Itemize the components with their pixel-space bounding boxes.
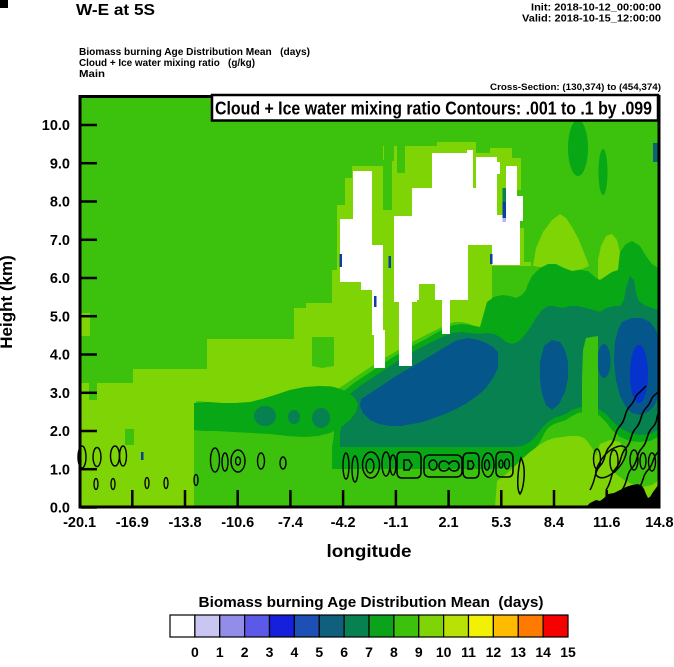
svg-text:1: 1 xyxy=(216,644,224,660)
svg-text:Cloud + Ice water mixing ratio: Cloud + Ice water mixing ratio Contours:… xyxy=(215,99,652,119)
svg-text:Init: 2018-10-12_00:00:00: Init: 2018-10-12_00:00:00 xyxy=(531,2,661,14)
svg-text:2: 2 xyxy=(241,644,249,660)
svg-text:5.0: 5.0 xyxy=(50,309,70,325)
svg-text:Biomass burning Age Distributi: Biomass burning Age Distribution Mean (d… xyxy=(199,595,544,611)
svg-text:-4.2: -4.2 xyxy=(331,515,356,531)
svg-text:-1.1: -1.1 xyxy=(383,515,408,531)
svg-text:W-E at 5S: W-E at 5S xyxy=(76,2,155,19)
svg-text:2.1: 2.1 xyxy=(438,515,458,531)
svg-text:6.0: 6.0 xyxy=(50,271,70,287)
svg-text:3: 3 xyxy=(266,644,274,660)
svg-text:10.0: 10.0 xyxy=(42,118,70,134)
svg-text:-10.6: -10.6 xyxy=(221,515,254,531)
svg-text:Cross-Section: (130,374) to (4: Cross-Section: (130,374) to (454,374) xyxy=(490,82,661,93)
svg-text:8.0: 8.0 xyxy=(50,195,70,211)
svg-text:14: 14 xyxy=(535,644,551,660)
svg-text:0: 0 xyxy=(191,644,199,660)
svg-text:Cloud + Ice water mixing ratio: Cloud + Ice water mixing ratio (g/kg) xyxy=(79,58,255,69)
svg-text:6: 6 xyxy=(340,644,348,660)
svg-text:7.0: 7.0 xyxy=(50,233,70,249)
svg-text:-7.4: -7.4 xyxy=(278,515,303,531)
svg-text:Valid: 2018-10-15_12:00:00: Valid: 2018-10-15_12:00:00 xyxy=(522,13,661,25)
svg-text:5: 5 xyxy=(315,644,323,660)
svg-text:9: 9 xyxy=(415,644,423,660)
svg-text:9.0: 9.0 xyxy=(50,156,70,172)
svg-text:7: 7 xyxy=(365,644,373,660)
svg-text:8.4: 8.4 xyxy=(544,515,564,531)
svg-text:8: 8 xyxy=(390,644,398,660)
svg-text:11: 11 xyxy=(461,644,476,660)
svg-text:1.0: 1.0 xyxy=(50,462,70,478)
svg-text:5.3: 5.3 xyxy=(491,515,511,531)
svg-text:longitude: longitude xyxy=(327,541,412,561)
svg-text:0.0: 0.0 xyxy=(50,501,70,517)
svg-text:-16.9: -16.9 xyxy=(116,515,149,531)
svg-text:-13.8: -13.8 xyxy=(168,515,201,531)
svg-text:Height (km): Height (km) xyxy=(0,255,16,349)
svg-text:4.0: 4.0 xyxy=(50,348,70,364)
svg-text:11.6: 11.6 xyxy=(593,515,620,531)
svg-text:4: 4 xyxy=(290,644,298,660)
svg-text:Main: Main xyxy=(79,69,105,80)
svg-text:2.0: 2.0 xyxy=(50,424,70,440)
svg-text:12: 12 xyxy=(486,644,502,660)
svg-text:14.8: 14.8 xyxy=(645,515,673,531)
svg-text:13: 13 xyxy=(510,644,526,660)
svg-text:Biomass burning Age Distributi: Biomass burning Age Distribution Mean (d… xyxy=(79,47,310,58)
svg-text:10: 10 xyxy=(436,644,452,660)
svg-text:-20.1: -20.1 xyxy=(63,515,96,531)
svg-text:15: 15 xyxy=(560,644,576,660)
svg-text:3.0: 3.0 xyxy=(50,386,70,402)
